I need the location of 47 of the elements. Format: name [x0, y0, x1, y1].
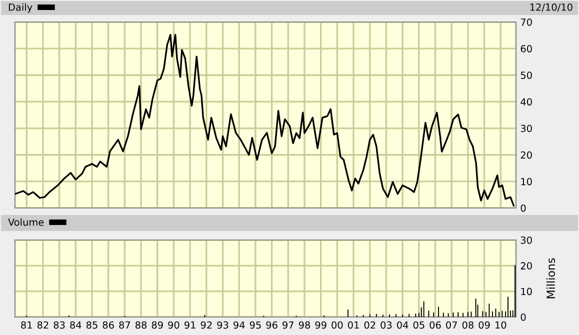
x-tick-label: 94	[234, 321, 245, 329]
x-tick-label: 01	[348, 321, 359, 329]
y-tick-label: 20	[520, 262, 532, 270]
y-tick-label: 10	[521, 288, 532, 296]
x-tick-label: 09	[478, 321, 490, 329]
x-tick-label: 92	[200, 321, 212, 329]
x-tick-label: 89	[152, 321, 163, 329]
x-tick-label: 05	[413, 321, 424, 329]
legend-label: Daily	[8, 3, 32, 13]
x-tick-label: 90	[168, 321, 180, 329]
x-tick-label: 82	[37, 321, 48, 329]
x-tick-label: 86	[102, 321, 114, 329]
line-series	[15, 34, 515, 206]
x-tick-label: 84	[70, 321, 82, 329]
x-tick-label: 07	[446, 321, 457, 329]
x-tick-label: 88	[136, 321, 147, 329]
x-tick-label: 06	[430, 321, 441, 329]
y-tick-label: 0	[520, 204, 526, 212]
x-tick-label: 97	[282, 321, 294, 329]
x-tick-label: 08	[462, 321, 474, 329]
legend-label: Volume	[8, 218, 44, 226]
x-tick-label: 96	[266, 321, 278, 329]
x-tick-label: 85	[86, 321, 98, 329]
x-tick-label: 93	[217, 321, 228, 329]
x-tick-label: 87	[119, 321, 130, 329]
x-tick-label: 04	[397, 321, 408, 329]
y-tick-label: 60	[520, 45, 532, 52]
x-tick-label: 02	[364, 321, 376, 329]
y-tick-label: 0	[520, 313, 526, 321]
x-tick-label: 98	[298, 321, 310, 329]
x-tick-label: 10	[496, 321, 506, 329]
y-tick-label: 50	[520, 72, 532, 79]
x-tick-label: 99	[315, 321, 326, 329]
y-tick-label: 20	[520, 151, 532, 159]
x-tick-label: 03	[380, 321, 392, 329]
y-tick-label: 40	[520, 98, 532, 106]
y-tick-label: 30	[520, 124, 532, 132]
y-tick-label: 10	[521, 178, 532, 186]
x-tick-label: 00	[332, 321, 343, 329]
x-tick-label: 95	[250, 321, 261, 329]
y-tick-label: 70	[520, 18, 532, 26]
y-tick-label: 30	[520, 236, 532, 244]
y-axis-title: Millions	[546, 258, 556, 298]
x-tick-label: 91	[184, 321, 196, 329]
text: 12/10/10	[530, 3, 572, 12]
x-tick-label: 81	[21, 321, 32, 329]
x-tick-label: 83	[54, 321, 65, 329]
